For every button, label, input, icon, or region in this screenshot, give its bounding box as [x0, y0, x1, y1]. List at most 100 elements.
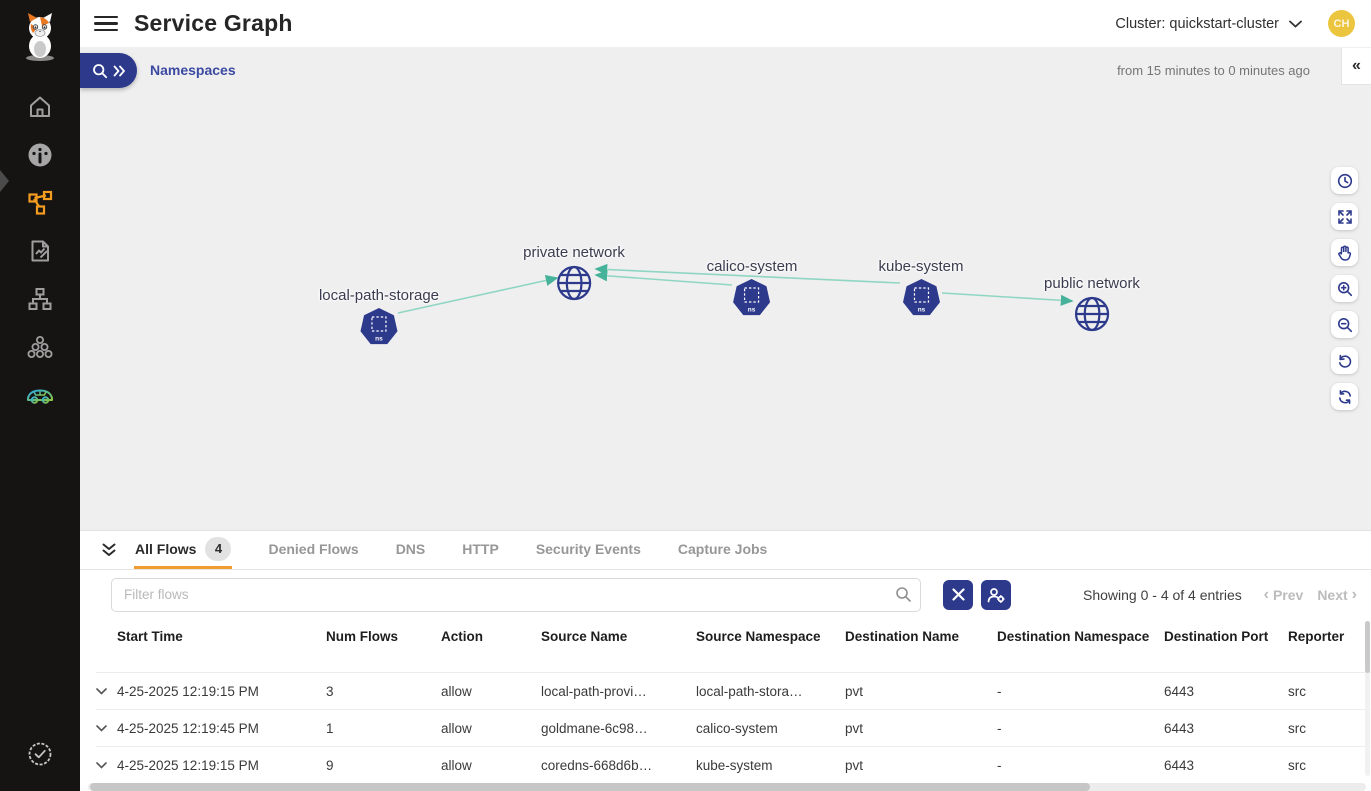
collapse-panel-button[interactable]: [96, 531, 122, 569]
flows-filter-row: Showing 0 - 4 of 4 entries ‹Prev Next›: [80, 570, 1371, 619]
sidebar-item-dashboard[interactable]: [24, 139, 56, 171]
flows-panel: All Flows 4 Denied Flows DNS HTTP Securi…: [80, 530, 1371, 791]
col-num-flows[interactable]: Num Flows: [326, 629, 399, 644]
svg-text:ns: ns: [917, 307, 925, 314]
avatar[interactable]: CH: [1328, 10, 1355, 37]
tab-security-events[interactable]: Security Events: [535, 540, 641, 557]
graph-node-local-path-storage[interactable]: local-path-storage ns: [319, 287, 439, 349]
col-start-time[interactable]: Start Time: [117, 629, 183, 644]
graph-node-private-network[interactable]: private network: [523, 244, 625, 302]
svg-text:ns: ns: [375, 336, 383, 343]
tab-all-flows[interactable]: All Flows 4: [134, 531, 233, 569]
pan-button[interactable]: [1331, 239, 1358, 266]
sidebar-item-clusters[interactable]: [24, 331, 56, 363]
node-label: private network: [523, 244, 625, 261]
page-title: Service Graph: [134, 10, 293, 36]
top-header: Service Graph Cluster: quickstart-cluste…: [80, 0, 1371, 47]
namespace-icon: ns: [902, 279, 940, 316]
search-icon: [896, 586, 911, 602]
col-destination-name[interactable]: Destination Name: [845, 629, 960, 644]
chevron-right-icon: ›: [1351, 585, 1357, 603]
expand-row-button[interactable]: [96, 724, 117, 732]
cluster-label: Cluster: quickstart-cluster: [1115, 15, 1279, 32]
active-section-notch: [0, 170, 9, 192]
sidebar-item-home[interactable]: [24, 91, 56, 123]
calico-cat-logo: [18, 12, 62, 67]
dashboard-gauge-icon: [28, 143, 52, 167]
double-chevron-down-icon: [102, 543, 116, 556]
tab-denied-flows[interactable]: Denied Flows: [268, 540, 359, 557]
all-flows-count-badge: 4: [205, 536, 232, 561]
graph-node-public-network[interactable]: public network: [1044, 275, 1140, 333]
time-machine-button[interactable]: [1331, 167, 1358, 194]
clear-filter-button[interactable]: [943, 579, 973, 610]
sidebar-item-network[interactable]: [24, 283, 56, 315]
table-row[interactable]: 4-25-2025 12:19:15 PM 9 allow coredns-66…: [96, 746, 1371, 783]
table-vertical-scrollbar[interactable]: [1365, 621, 1370, 776]
zoom-in-button[interactable]: [1331, 275, 1358, 302]
sidebar-item-reports[interactable]: [24, 235, 56, 267]
expand-row-button[interactable]: [96, 687, 117, 695]
expand-icon: [1337, 209, 1352, 224]
search-icon: [92, 63, 107, 78]
tab-dns[interactable]: DNS: [395, 540, 426, 557]
time-range-label: from 15 minutes to 0 minutes ago: [1117, 63, 1310, 78]
customize-columns-button[interactable]: [981, 579, 1011, 610]
badge-check-icon: [28, 742, 52, 766]
undo-icon: [1338, 354, 1351, 368]
undo-button[interactable]: [1331, 347, 1358, 374]
sidebar-item-service-graph[interactable]: [24, 187, 56, 219]
table-header-row: Start Time Num Flows Action Source Name …: [96, 619, 1371, 672]
node-label: local-path-storage: [318, 287, 440, 304]
expand-row-button[interactable]: [96, 761, 117, 769]
left-sidebar: [0, 0, 80, 791]
tab-http[interactable]: HTTP: [462, 540, 499, 557]
chevron-left-icon: ‹: [1263, 585, 1269, 603]
sidebar-item-compliance[interactable]: [24, 738, 56, 770]
cluster-selector[interactable]: Cluster: quickstart-cluster: [1115, 16, 1302, 32]
filter-flows-input[interactable]: [111, 577, 921, 612]
namespace-icon: ns: [733, 279, 771, 316]
sidebar-item-recommendations[interactable]: [24, 378, 56, 410]
col-source-name[interactable]: Source Name: [541, 629, 628, 644]
breadcrumb[interactable]: Namespaces: [150, 62, 236, 78]
graph-node-calico-system[interactable]: calico-system ns: [707, 258, 797, 320]
graph-node-kube-system[interactable]: kube-system ns: [878, 258, 964, 320]
hamburger-menu-icon[interactable]: [94, 12, 118, 36]
col-reporter[interactable]: Reporter: [1288, 629, 1345, 644]
table-row[interactable]: 4-25-2025 12:19:15 PM 3 allow local-path…: [96, 672, 1371, 709]
main-area: Service Graph Cluster: quickstart-cluste…: [80, 0, 1371, 791]
flows-tabbar: All Flows 4 Denied Flows DNS HTTP Securi…: [80, 531, 1371, 570]
next-page-button[interactable]: Next ›: [1317, 585, 1357, 603]
svg-text:ns: ns: [748, 307, 756, 314]
node-label: public network: [1044, 275, 1140, 292]
network-sitemap-icon: [28, 288, 52, 310]
pagination: ‹ Prev Next ›: [1264, 586, 1357, 604]
collapse-left-icon: «: [1352, 57, 1361, 74]
right-panel-toggle[interactable]: «: [1341, 48, 1371, 85]
table-horizontal-scrollbar[interactable]: [88, 783, 1366, 791]
prev-page-button[interactable]: ‹ Prev: [1263, 585, 1304, 603]
col-action[interactable]: Action: [441, 629, 483, 644]
service-graph-canvas[interactable]: local-path-storage ns private network ca…: [80, 47, 1371, 530]
col-source-namespace[interactable]: Source Namespace: [696, 629, 821, 644]
showing-entries-label: Showing 0 - 4 of 4 entries: [1083, 586, 1242, 603]
home-icon: [30, 96, 50, 117]
clusters-icon: [27, 336, 53, 358]
col-destination-namespace[interactable]: Destination Namespace: [997, 629, 1150, 644]
service-graph-icon: [28, 190, 53, 215]
report-edit-icon: [31, 240, 49, 262]
flows-table: Start Time Num Flows Action Source Name …: [80, 619, 1371, 791]
refresh-button[interactable]: [1331, 383, 1358, 410]
graph-search-button[interactable]: [80, 53, 137, 88]
table-row[interactable]: 4-25-2025 12:19:45 PM 1 allow goldmane-6…: [96, 709, 1371, 746]
node-label: kube-system: [878, 258, 964, 275]
fit-to-screen-button[interactable]: [1331, 203, 1358, 230]
globe-icon: [1074, 296, 1110, 332]
zoom-out-button[interactable]: [1331, 311, 1358, 338]
zoom-in-icon: [1337, 281, 1352, 296]
tab-capture-jobs[interactable]: Capture Jobs: [677, 540, 768, 557]
col-destination-port[interactable]: Destination Port: [1164, 629, 1269, 644]
close-icon: [951, 588, 965, 601]
